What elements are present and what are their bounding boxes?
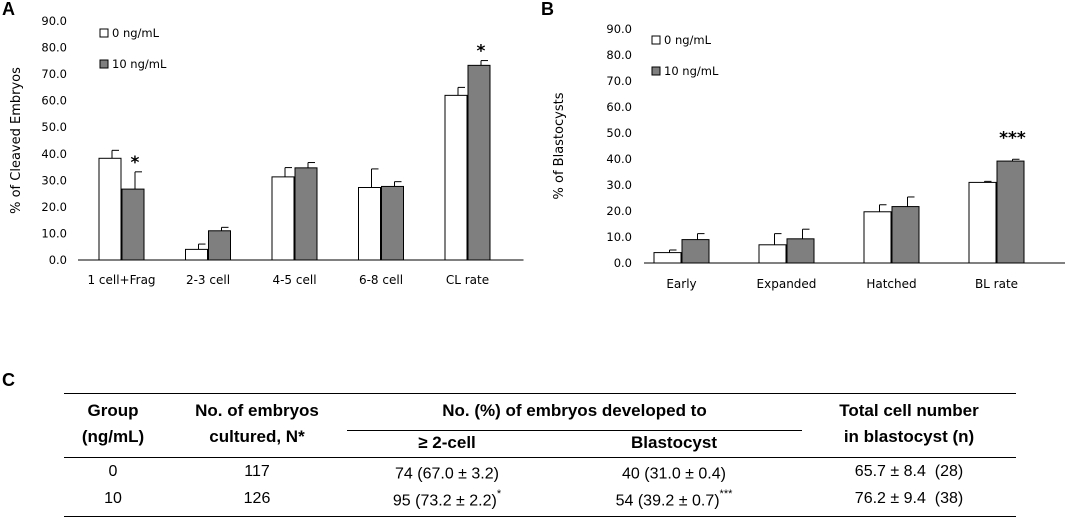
bar-a-s1-c2 (294, 167, 318, 261)
panel-label-c: C (2, 370, 15, 390)
y-tick-label-b: 10.0 (606, 230, 632, 244)
y-tick-label-a: 0.0 (49, 253, 67, 267)
y-tick-label-a: 40.0 (41, 147, 67, 161)
y-tick-label-b: 90.0 (606, 22, 632, 36)
row-0-n: 117 (244, 463, 270, 480)
table-header-rule (64, 457, 1016, 458)
bar-a-s0-c0 (98, 157, 122, 261)
header-blastocyst: Blastocyst (631, 433, 717, 452)
significance-marker-a: * (131, 153, 140, 173)
header-embryos: No. of embryos (195, 401, 319, 420)
table-bottom-rule (64, 516, 1016, 517)
y-tick-label-b: 0.0 (614, 256, 632, 270)
bar-a-s1-c3 (381, 185, 404, 261)
x-category-label-a: 2-3 cell (186, 273, 230, 287)
header-embryos-cultured: cultured, N* (209, 427, 305, 446)
row-0-two-cell: 74 (67.0 ± 3.2) (395, 465, 499, 483)
row-1-group: 10 (104, 490, 122, 507)
significance-marker-a: * (477, 42, 486, 62)
y-tick-label-a: 20.0 (41, 200, 67, 214)
row-0-blastocyst: 40 (31.0 ± 0.4) (622, 465, 726, 483)
bar-b-s0-c1 (758, 244, 787, 264)
y-axis-label-a: % of Cleaved Embryos (9, 67, 24, 214)
legend-swatch-b-s0 (651, 35, 661, 45)
bar-a-s0-c1 (185, 248, 208, 261)
x-category-label-b: Hatched (866, 277, 916, 291)
bar-b-s0-c2 (863, 211, 892, 264)
legend-label-b-s0: 0 ng/mL (664, 33, 712, 47)
y-axis-label-b: % of Blastocysts (552, 92, 567, 199)
y-tick-label-a: 50.0 (41, 120, 67, 134)
row-0-group: 0 (108, 463, 118, 480)
significance-marker-b: *** (999, 128, 1026, 148)
legend-swatch-b-s1 (651, 66, 661, 76)
bar-b-s0-c3 (968, 181, 997, 264)
bar-a-s0-c3 (358, 187, 381, 261)
header-group: Group (87, 401, 139, 420)
header-two-cell: ≥ 2-cell (418, 433, 476, 452)
y-tick-label-b: 60.0 (606, 100, 632, 114)
x-category-label-a: 4-5 cell (272, 273, 316, 287)
header-total-in-blastocyst: in blastocyst (n) (843, 427, 975, 446)
row-0-total: 65.7 ± 8.4 (28) (854, 463, 964, 480)
legend-label-a-s0: 0 ng/mL (112, 26, 160, 40)
bar-b-s1-c1 (786, 238, 815, 264)
y-tick-label-b: 30.0 (606, 178, 632, 192)
x-category-label-b: Early (666, 277, 696, 291)
bar-b-s1-c2 (891, 206, 920, 264)
bar-a-s1-c1 (208, 230, 231, 261)
y-tick-label-a: 10.0 (41, 226, 67, 240)
y-tick-label-a: 70.0 (41, 67, 67, 81)
y-tick-label-b: 80.0 (606, 48, 632, 62)
bar-a-s1-c0 (121, 188, 145, 261)
x-category-label-a: 1 cell+Frag (87, 273, 155, 287)
y-tick-label-b: 70.0 (606, 74, 632, 88)
legend-label-b-s1: 10 ng/mL (664, 64, 719, 78)
x-category-label-b: Expanded (757, 277, 817, 291)
panel-label-a: A (2, 0, 15, 19)
table-subheader-rule (347, 430, 802, 431)
bar-b-s1-c3 (996, 160, 1025, 264)
legend-swatch-a-s0 (99, 28, 109, 38)
legend-label-a-s1: 10 ng/mL (112, 57, 167, 71)
y-tick-label-a: 30.0 (41, 173, 67, 187)
bar-b-s0-c0 (653, 252, 682, 264)
bar-a-s1-c4 (467, 64, 491, 261)
row-1-n: 126 (243, 490, 271, 507)
panel-label-b: B (541, 0, 554, 19)
y-tick-label-a: 90.0 (41, 14, 67, 28)
bar-b-s1-c0 (681, 239, 710, 264)
y-tick-label-b: 50.0 (606, 126, 632, 140)
y-tick-label-b: 40.0 (606, 152, 632, 166)
legend-swatch-a-s1 (99, 59, 109, 69)
bar-a-s0-c2 (271, 176, 295, 261)
header-developed: No. (%) of embryos developed to (442, 401, 707, 420)
x-category-label-b: BL rate (975, 277, 1018, 291)
x-category-label-a: 6-8 cell (359, 273, 403, 287)
row-1-total: 76.2 ± 9.4 (38) (854, 490, 964, 507)
header-group-unit: (ng/mL) (81, 427, 145, 446)
header-total: Total cell number (839, 401, 979, 420)
bar-a-s0-c4 (444, 94, 468, 261)
row-1-two-cell: 95 (73.2 ± 2.2)* (392, 488, 502, 510)
y-tick-label-b: 20.0 (606, 204, 632, 218)
y-tick-label-a: 80.0 (41, 41, 67, 55)
x-category-label-a: CL rate (446, 273, 489, 287)
row-1-blastocyst: 54 (39.2 ± 0.7)*** (615, 488, 733, 510)
table-top-rule (64, 393, 1016, 394)
y-tick-label-a: 60.0 (41, 94, 67, 108)
